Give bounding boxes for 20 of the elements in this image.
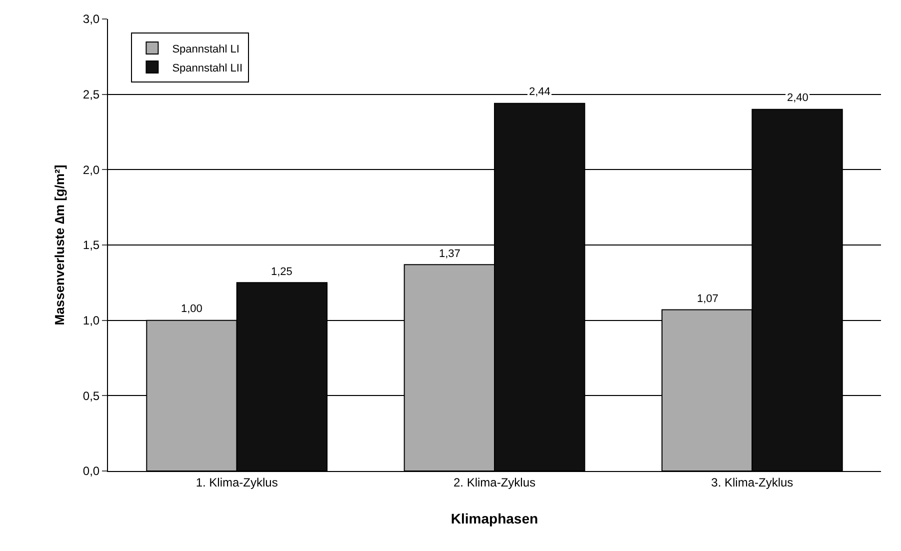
y-tick-label: 2,0 xyxy=(82,162,100,177)
x-tick-label: 3. Klima-Zyklus xyxy=(711,475,794,490)
x-tick-label: 2. Klima-Zyklus xyxy=(453,475,536,490)
data-label: 2,40 xyxy=(787,92,808,104)
y-axis-title: Massenverluste ∆m [g/m²] xyxy=(52,164,67,326)
data-label: 1,07 xyxy=(697,293,718,305)
legend-label: Spannstahl LII xyxy=(172,62,243,74)
x-axis-title: Klimaphasen xyxy=(450,510,538,527)
y-tick-label: 2,5 xyxy=(82,88,100,102)
data-label: 2,44 xyxy=(529,86,550,98)
data-label: 1,00 xyxy=(181,303,202,315)
x-tick-label: 1. Klima-Zyklus xyxy=(196,475,278,490)
y-tick-label: 0,5 xyxy=(82,388,100,403)
y-tick-label: 3,0 xyxy=(82,12,100,26)
legend-label: Spannstahl LI xyxy=(172,43,240,56)
data-label: 1,25 xyxy=(271,266,292,278)
y-tick-label: 1,5 xyxy=(82,238,100,252)
y-tick-label: 0,0 xyxy=(82,464,100,478)
y-tick-label: 1,0 xyxy=(82,314,100,328)
data-label: 1,37 xyxy=(439,248,460,260)
